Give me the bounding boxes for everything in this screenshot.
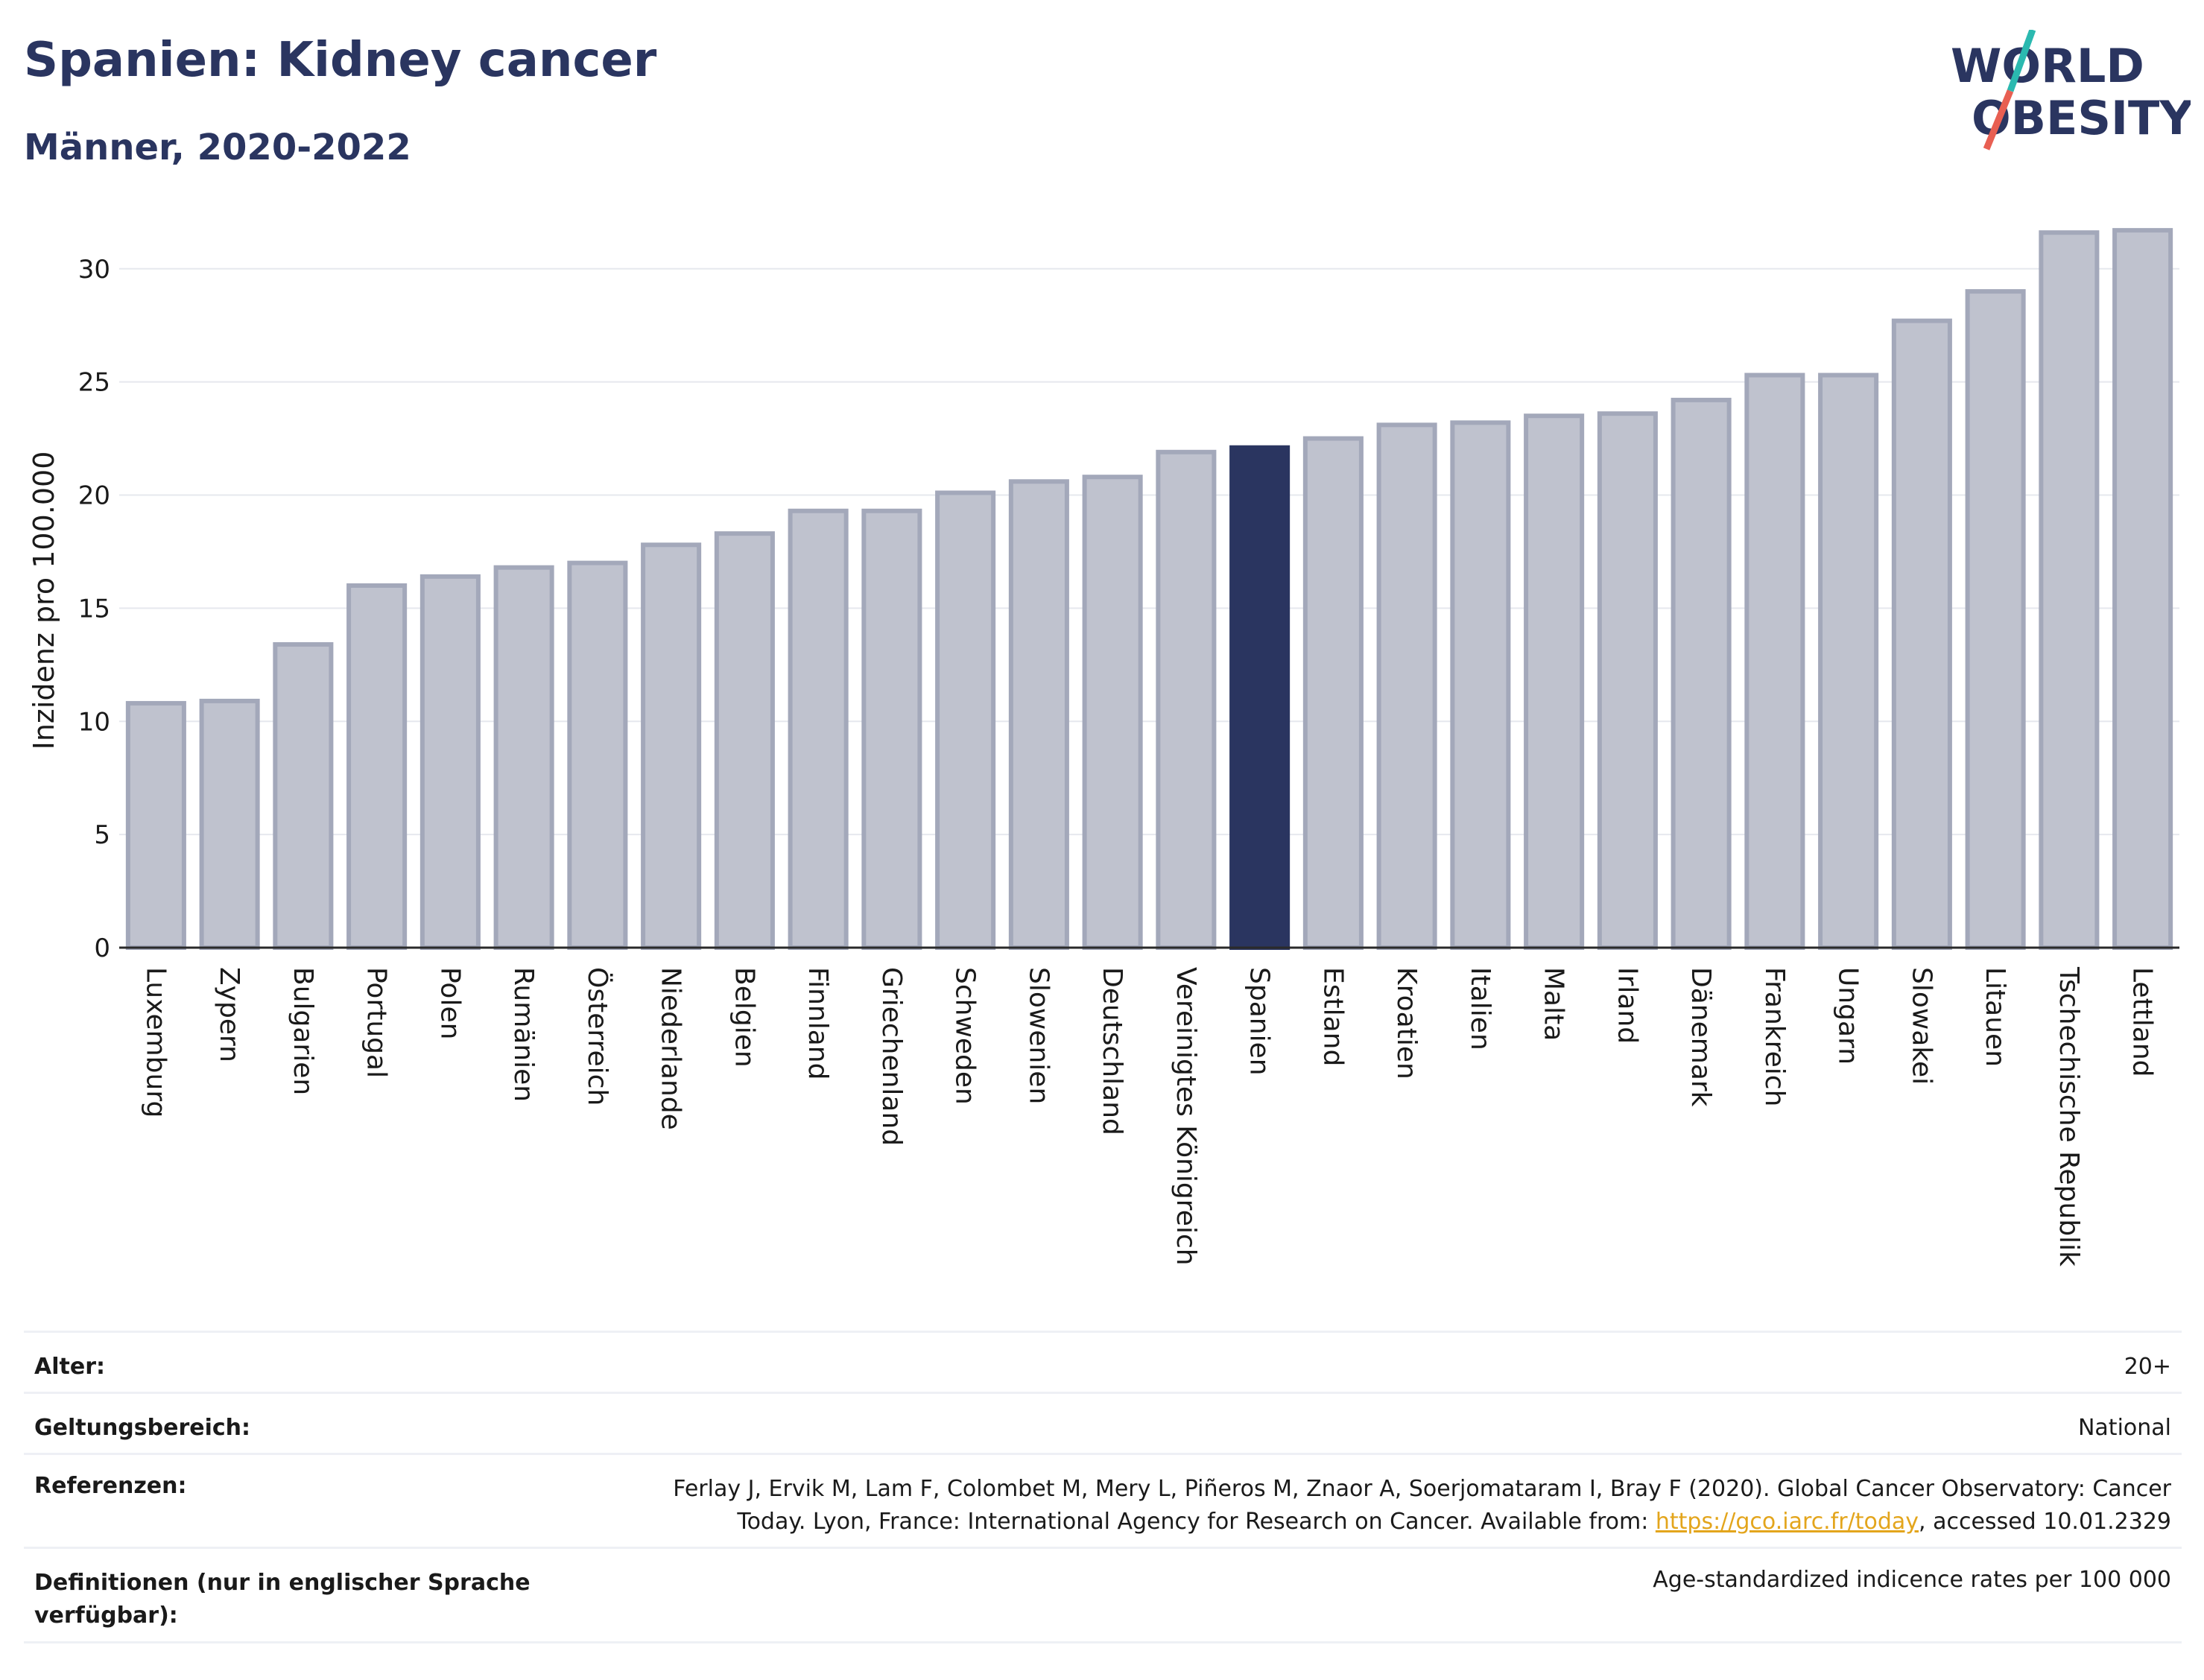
meta-ref-label: Referenzen: (34, 1473, 187, 1499)
y-tick-label: 10 (78, 707, 110, 737)
x-tick-label: Malta (1539, 967, 1569, 1041)
bar-polen (419, 574, 481, 950)
y-tick-label: 15 (78, 594, 110, 624)
y-axis-label: Inzidenz pro 100.000 (28, 451, 60, 750)
bar-malta (1524, 413, 1585, 950)
bar-litauen (1965, 289, 2026, 950)
x-tick-label: Lettland (2127, 967, 2158, 1077)
x-tick-label: Bulgarien (288, 967, 318, 1095)
meta-row-references: Referenzen: Ferlay J, Ervik M, Lam F, Co… (24, 1453, 2182, 1547)
y-tick-label: 0 (94, 933, 110, 963)
x-tick-label: Italien (1465, 967, 1495, 1050)
meta-row-age: Alter: 20+ (24, 1331, 2182, 1392)
meta-ref-value: Ferlay J, Ervik M, Lam F, Colombet M, Me… (673, 1473, 2171, 1538)
meta-def-label-line2: verfügbar): (34, 1603, 178, 1629)
bar-italien (1450, 420, 1511, 950)
meta-ref-line1: Ferlay J, Ervik M, Lam F, Colombet M, Me… (673, 1476, 2171, 1502)
x-tick-label: Schweden (950, 967, 981, 1105)
meta-def-label-line1: Definitionen (nur in englischer Sprache (34, 1570, 531, 1596)
y-tick-label: 20 (78, 481, 110, 511)
bar-deutschland (1082, 475, 1143, 950)
x-tick-label: Zypern (214, 967, 244, 1062)
x-tick-label: Ungarn (1833, 967, 1863, 1065)
x-tick-label: Litauen (1980, 967, 2010, 1067)
meta-scope-label: Geltungsbereich: (34, 1415, 251, 1441)
bar-irland (1597, 411, 1658, 950)
bar-vereinigtes-königreich (1156, 449, 1217, 950)
x-tick-label: Slowenien (1023, 967, 1054, 1104)
world-obesity-logo: WORLD OBESITY (1951, 30, 2191, 150)
bar-griechenland (861, 508, 922, 950)
x-tick-label: Frankreich (1759, 967, 1790, 1106)
bar-niederlande (641, 542, 702, 950)
x-tick-label: Portugal (361, 967, 392, 1078)
bar-frankreich (1744, 373, 1805, 950)
x-tick-label: Griechenland (876, 967, 907, 1146)
logo-slash-top (2007, 30, 2036, 92)
x-tick-label: Rumänien (508, 967, 539, 1102)
x-tick-label: Belgien (729, 967, 759, 1068)
x-tick-label: Spanien (1244, 967, 1275, 1076)
logo-line1: WORLD (1951, 39, 2144, 93)
chart-title: Spanien: Kidney cancer (24, 33, 657, 88)
meta-row-definitions: Definitionen (nur in englischer Sprache … (24, 1547, 2182, 1643)
bar-slowenien (1008, 479, 1069, 950)
bar-schweden (935, 490, 996, 950)
x-tick-label: Vereinigtes Königreich (1171, 967, 1201, 1266)
x-tick-label: Luxemburg (140, 967, 171, 1118)
meta-def-value: Age-standardized indicence rates per 100… (1653, 1567, 2171, 1593)
meta-def-label: Definitionen (nur in englischer Sprache … (34, 1567, 531, 1632)
x-tick-label: Finnland (802, 967, 833, 1080)
bar-österreich (567, 560, 628, 950)
x-tick-label: Niederlande (656, 967, 686, 1130)
y-tick-label: 30 (78, 255, 110, 285)
x-tick-label: Polen (434, 967, 465, 1039)
bar-rumänien (493, 565, 554, 950)
bar-tschechische-republik (2039, 230, 2100, 950)
x-tick-label: Slowakei (1906, 967, 1937, 1085)
meta-age-label: Alter: (34, 1354, 105, 1380)
x-tick-label: Kroatien (1391, 967, 1422, 1080)
meta-ref-line2: Today. Lyon, France: International Agenc… (673, 1506, 2171, 1538)
y-tick-label: 25 (78, 368, 110, 398)
bar-finnland (788, 508, 849, 950)
bar-portugal (346, 583, 408, 950)
bar-belgien (714, 531, 775, 950)
bar-chart: 0 5 10 15 20 25 30 Inzidenz pro 100.000 Luxembur… (28, 228, 2179, 1267)
meta-row-scope: Geltungsbereich: National (24, 1392, 2182, 1454)
meta-ref-line2-pre: Today. Lyon, France: International Agenc… (737, 1509, 1656, 1535)
meta-scope-value: National (2077, 1415, 2171, 1441)
x-tick-label: Dänemark (1685, 967, 1716, 1107)
x-tick-label: Deutschland (1097, 967, 1127, 1135)
bar-zypern (199, 698, 260, 950)
x-tick-label: Estland (1317, 967, 1348, 1066)
bar-luxemburg (125, 700, 186, 950)
meta-age-value: 20+ (2124, 1354, 2171, 1380)
bar-spanien (1229, 445, 1291, 950)
meta-ref-line2-post: , accessed 10.01.2329 (1919, 1509, 2171, 1535)
bar-bulgarien (273, 641, 334, 950)
bar-estland (1302, 436, 1364, 950)
bar-kroatien (1376, 422, 1437, 950)
logo-slash-bottom (1983, 89, 2014, 150)
chart-subtitle: Männer, 2020-2022 (24, 127, 411, 168)
reference-link[interactable]: https://gco.iarc.fr/today (1655, 1509, 1919, 1535)
bar-ungarn (1818, 373, 1879, 950)
x-tick-label: Irland (1612, 967, 1642, 1044)
bar-dänemark (1671, 397, 1732, 950)
bar-slowakei (1891, 318, 1952, 950)
x-tick-label: Österreich (582, 967, 613, 1106)
x-tick-label: Tschechische Republik (2053, 966, 2084, 1267)
y-tick-label: 5 (94, 820, 110, 850)
bar-lettland (2112, 228, 2173, 950)
